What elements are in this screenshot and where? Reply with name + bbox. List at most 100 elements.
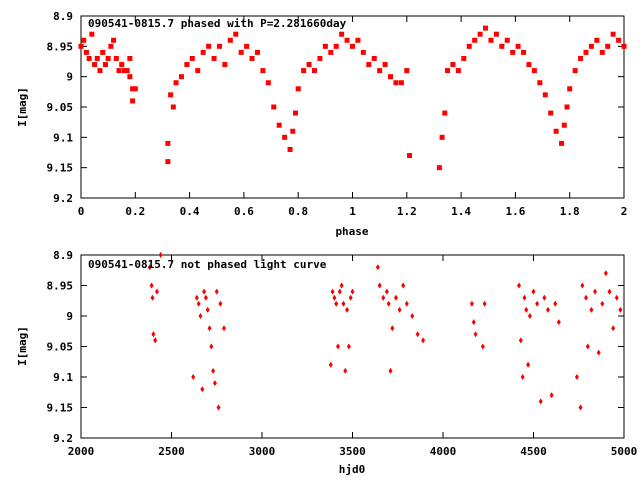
data-point [621, 43, 627, 49]
data-point [404, 68, 410, 74]
data-point [567, 86, 573, 92]
data-point [466, 43, 472, 49]
data-point [233, 31, 239, 37]
data-point [390, 325, 395, 332]
data-point [216, 43, 222, 49]
y-tick-label: 9.2 [53, 192, 73, 205]
data-point [130, 98, 136, 104]
data-point [386, 300, 391, 307]
data-point [346, 343, 351, 350]
data-point [244, 43, 250, 49]
data-point [594, 37, 600, 43]
data-point [127, 55, 133, 61]
data-point [194, 294, 199, 301]
data-point [542, 92, 548, 98]
data-point [311, 68, 317, 74]
data-point [108, 43, 114, 49]
data-point [397, 306, 402, 313]
y-axis-label: I[mag] [16, 87, 29, 127]
data-point [524, 306, 529, 313]
data-point [436, 165, 442, 171]
x-tick-label: 0.4 [180, 205, 200, 218]
data-point [339, 282, 344, 289]
data-point [450, 62, 456, 68]
data-point [205, 306, 210, 313]
data-point [585, 343, 590, 350]
data-point [499, 43, 505, 49]
data-point [477, 31, 483, 37]
data-point [191, 374, 196, 380]
y-tick-label: 9.15 [47, 162, 74, 175]
y-tick-label: 9 [66, 71, 73, 84]
data-point [249, 55, 255, 61]
data-point [195, 68, 201, 74]
data-point [518, 337, 523, 344]
plot-frame [80, 15, 625, 199]
y-tick-label: 9.05 [47, 101, 74, 114]
data-point [337, 288, 342, 295]
unphased-light-curve-panel: 8.9 8.95 9 9.05 9.1 9.15 9.2 2000 2500 3000 3500 4… [16, 249, 637, 476]
data-point [290, 128, 296, 134]
data-point [212, 380, 217, 387]
data-point [345, 306, 350, 313]
data-point [168, 92, 174, 98]
y-tick-label: 8.95 [47, 280, 74, 293]
data-point [535, 300, 540, 307]
data-point [510, 49, 516, 55]
x-tick-label: 3500 [339, 445, 366, 458]
y-tick-label: 9.15 [47, 402, 74, 415]
data-point [216, 404, 221, 411]
x-tick-label: 0 [78, 205, 85, 218]
data-point [221, 325, 226, 332]
data-point [472, 37, 478, 43]
data-point [616, 37, 622, 43]
data-point [531, 68, 537, 74]
y-ticks: 8.9 8.95 9 9.05 9.1 9.15 9.2 [47, 10, 624, 205]
data-point [527, 313, 532, 319]
data-point [333, 43, 339, 49]
data-point [599, 49, 605, 55]
data-point [350, 43, 355, 49]
data-point [158, 252, 163, 258]
x-tick-label: 0.8 [288, 205, 308, 218]
data-point [559, 140, 565, 146]
data-point [209, 343, 214, 350]
data-point [618, 306, 623, 313]
data-point [578, 55, 584, 61]
data-point [415, 331, 420, 338]
x-tick-label: 0.6 [234, 205, 254, 218]
data-point [574, 374, 579, 380]
data-point [596, 349, 601, 356]
y-tick-label: 9 [66, 310, 73, 323]
data-point [407, 153, 413, 159]
data-point [149, 282, 154, 289]
data-point [189, 55, 195, 61]
data-point [583, 294, 588, 301]
y-tick-label: 9.2 [53, 432, 73, 445]
data-point [116, 68, 122, 74]
data-point [147, 264, 152, 271]
data-point [442, 110, 448, 116]
data-point [178, 74, 184, 80]
data-point [578, 404, 583, 411]
data-point [526, 361, 531, 368]
data-point [207, 325, 212, 332]
data-point [196, 300, 201, 307]
data-point [336, 343, 341, 350]
x-tick-label: 1 [349, 205, 356, 218]
x-axis-label: phase [335, 225, 368, 238]
data-point [150, 294, 155, 301]
data-point [153, 337, 158, 344]
x-tick-label: 2000 [68, 445, 95, 458]
x-axis-label: hjd0 [339, 463, 366, 476]
data-point [343, 367, 348, 374]
data-point [227, 37, 233, 43]
data-point [78, 43, 84, 49]
data-point [388, 367, 393, 374]
data-point [254, 49, 260, 55]
data-point [572, 68, 578, 74]
data-point [350, 288, 355, 295]
data-point [165, 159, 171, 165]
data-point [545, 306, 550, 313]
data-point [377, 68, 383, 74]
